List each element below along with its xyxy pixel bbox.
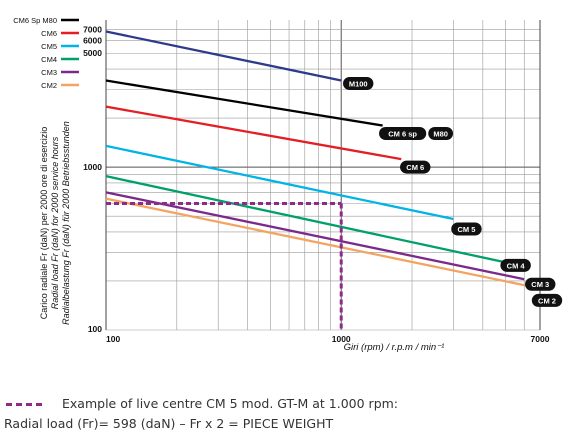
series-label-tag [428,127,454,141]
x-tick-label: 100 [106,334,120,344]
y-axis-label-line: Radial load Fr (daN) for 2000 service ho… [50,136,60,309]
chart-grid [105,20,541,331]
series-label: CM 2 [538,296,556,305]
series-line [105,105,402,161]
series-line [105,191,525,281]
series-label: M80 [433,130,448,139]
legend-label: CM5 [41,42,57,51]
series-label-tag [500,258,531,272]
series-label-tag [379,127,427,141]
series-label-tag [400,160,431,174]
series-layer [105,30,541,290]
series-line [105,197,541,290]
legend-label: CM2 [41,81,57,90]
series-label: M100 [349,80,368,89]
x-tick-label: 1000 [332,334,351,344]
y-tick-label: 1000 [83,162,102,172]
legend-label: CM6 [41,29,57,38]
series-label-tag [531,293,563,307]
legend-label: CM6 Sp M80 [13,16,57,25]
formula-caption: Radial load (Fr)= 598 (daN) – Fr x 2 = P… [4,416,334,431]
x-tick-label: 7000 [531,334,550,344]
series-label-tag [451,222,482,236]
series-label: CM 5 [457,225,475,234]
y-tick-label: 6000 [83,35,102,45]
example-caption: Example of live centre CM 5 mod. GT-M at… [4,396,560,411]
legend-label: CM3 [41,68,57,77]
y-tick-label: 100 [88,324,102,334]
y-tick-label: 7000 [83,24,102,34]
reference-layer [106,201,343,330]
series-line [105,175,506,264]
legend-label: CM4 [41,55,57,64]
series-line [105,30,342,82]
dashed-line-icon [6,403,42,406]
label-layer: M100 CM 6 sp M80 CM 6 CM 5 CM 4 CM 3 CM 2 [343,77,563,307]
series-label: CM 3 [531,280,549,289]
legend: CM6 Sp M80 CM6 CM5 CM4 CM3 CM2 [13,16,79,90]
series-line [105,79,383,127]
y-tick-label: 5000 [83,48,102,58]
series-label: CM 4 [507,261,526,270]
x-axis-label: Giri (rpm) / r.p.m / min⁻¹ [344,342,445,353]
y-axis-label-line: Carico radiale Fr (daN) per 2000 ore di … [39,127,49,320]
y-axis-label-line: Radialbelastung Fr (daN) für 2000 Betrie… [61,121,71,325]
series-label: CM 6 sp [388,130,417,139]
series-line [105,144,454,221]
series-label: CM 6 [406,163,424,172]
example-caption-text: Example of live centre CM 5 mod. GT-M at… [62,396,399,411]
series-label-tag [343,77,374,91]
series-label-tag [525,277,556,291]
y-axis-label: Carico radiale Fr (daN) per 2000 ore di … [39,121,71,325]
